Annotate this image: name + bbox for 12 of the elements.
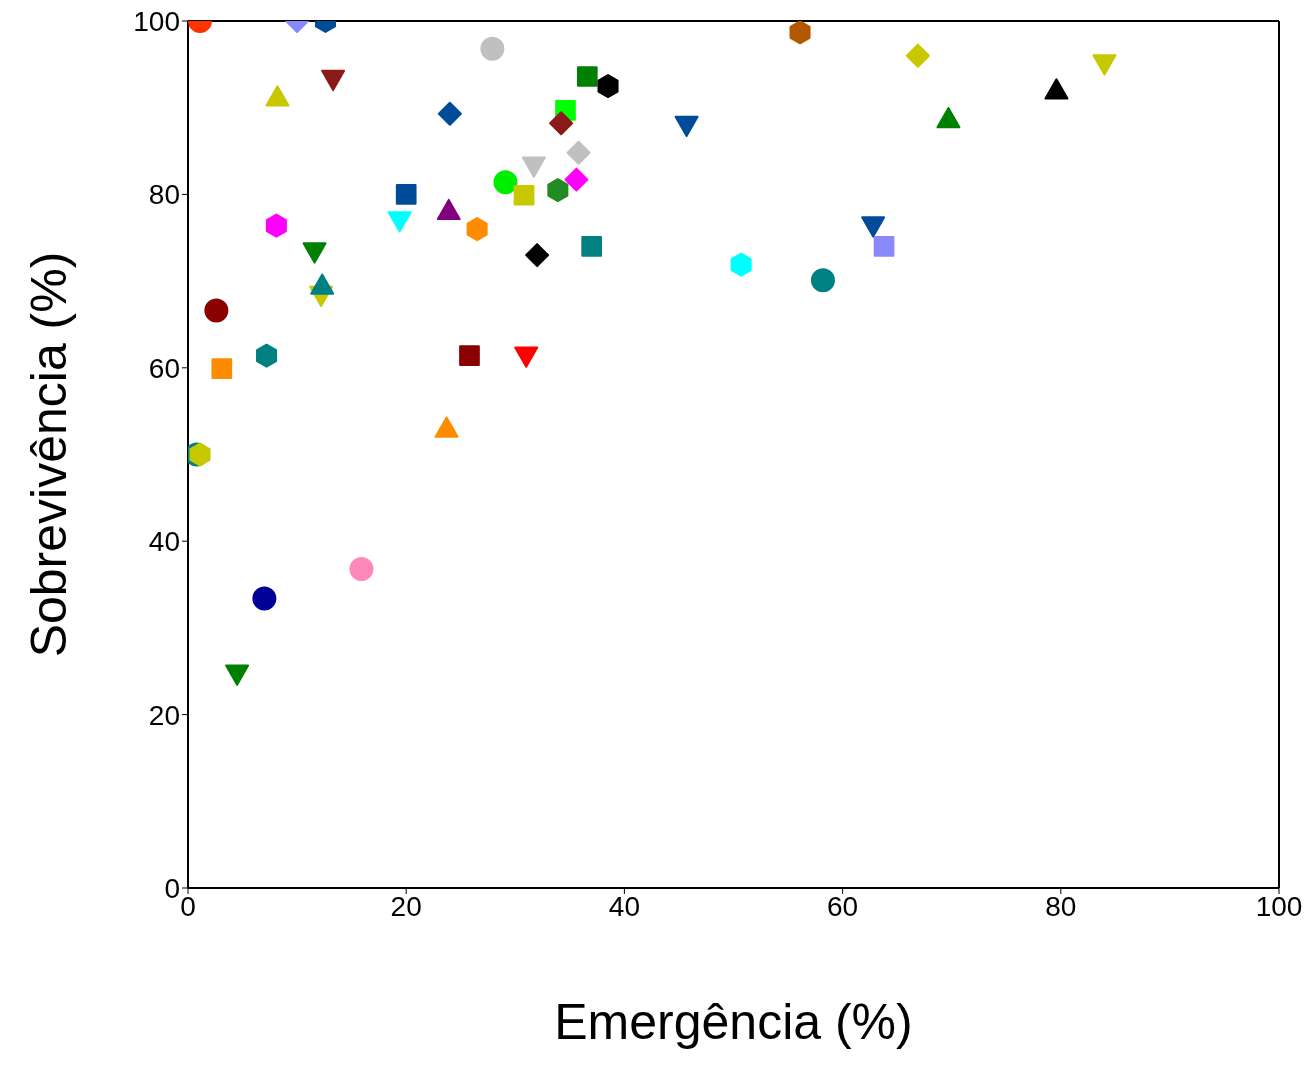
y-tick-label: 20 <box>148 699 180 731</box>
x-tick-label: 40 <box>608 890 640 922</box>
x-tick-label: 80 <box>1045 890 1077 922</box>
x-tick-label: 60 <box>827 890 859 922</box>
x-tick-label: 100 <box>1255 890 1303 922</box>
x-axis-title: Emergência (%) <box>554 994 913 1050</box>
y-tick-label: 80 <box>148 179 180 211</box>
y-tick-label: 40 <box>148 526 180 558</box>
y-tick-label: 60 <box>148 352 180 384</box>
y-tick-label: 100 <box>133 5 180 37</box>
y-axis-title: Sobrevivência (%) <box>20 251 77 658</box>
x-tick-label: 20 <box>390 890 422 922</box>
